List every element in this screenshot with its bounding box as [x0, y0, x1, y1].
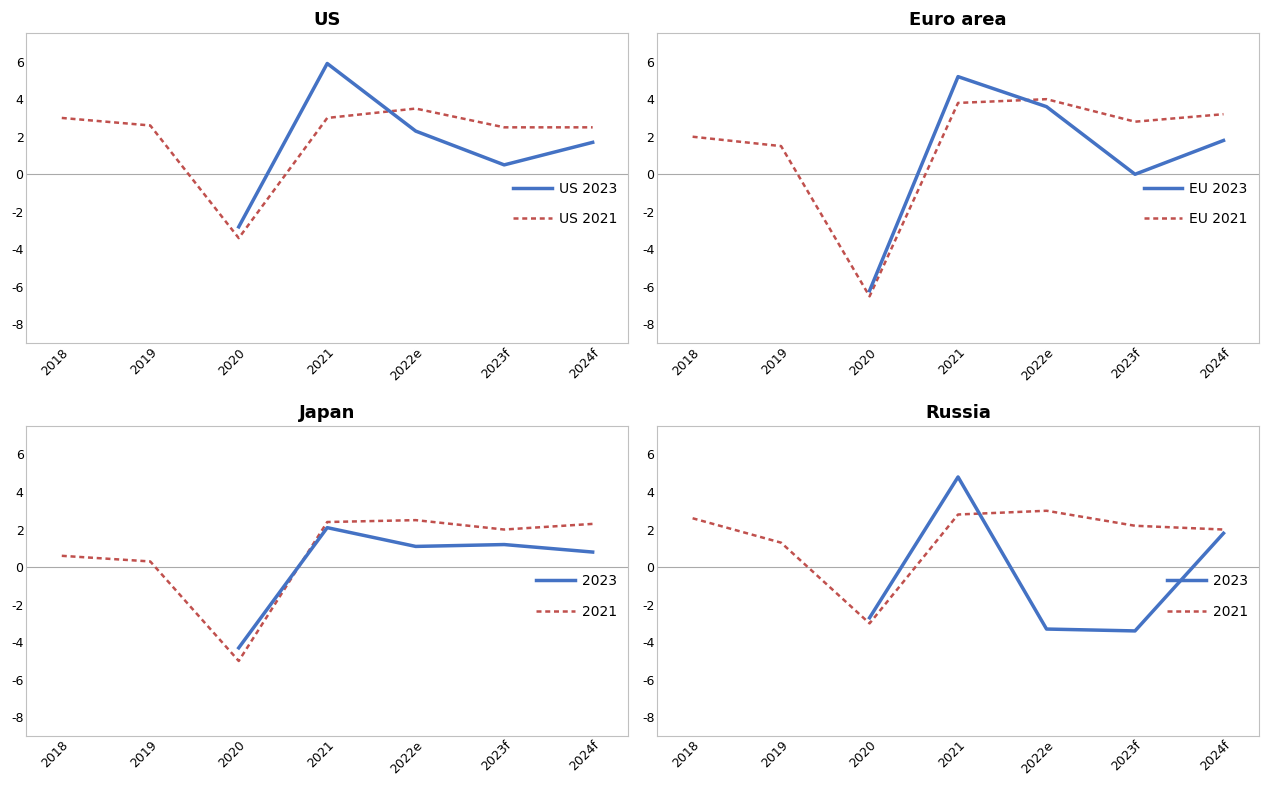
Title: Euro area: Euro area [909, 11, 1007, 29]
Title: US: US [314, 11, 340, 29]
Legend: 2023, 2021: 2023, 2021 [1162, 570, 1252, 623]
Legend: EU 2023, EU 2021: EU 2023, EU 2021 [1139, 177, 1252, 231]
Legend: US 2023, US 2021: US 2023, US 2021 [508, 177, 621, 231]
Title: Japan: Japan [298, 404, 356, 422]
Title: Russia: Russia [925, 404, 991, 422]
Legend: 2023, 2021: 2023, 2021 [532, 570, 621, 623]
